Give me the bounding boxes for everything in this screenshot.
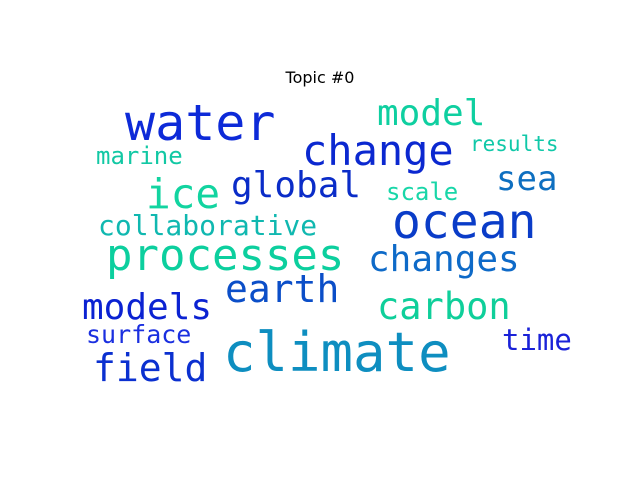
word-field: field	[93, 346, 208, 390]
word-changes: changes	[368, 239, 520, 280]
word-sea: sea	[496, 159, 558, 199]
word-cloud: water model change results marine sea gl…	[80, 93, 572, 390]
word-results: results	[470, 132, 559, 156]
word-processes: processes	[106, 230, 345, 281]
word-carbon: carbon	[377, 285, 511, 328]
word-marine: marine	[96, 142, 183, 170]
word-earth: earth	[225, 267, 340, 311]
word-ice: ice	[146, 170, 221, 218]
word-global: global	[231, 165, 362, 206]
plot-title: Topic #0	[285, 68, 355, 87]
word-ocean: ocean	[392, 194, 537, 250]
word-models: models	[82, 287, 213, 328]
word-collaborative: collaborative	[98, 209, 318, 242]
word-time: time	[502, 323, 572, 357]
word-scale: scale	[386, 178, 459, 206]
word-water: water	[125, 94, 276, 152]
word-model: model	[377, 93, 486, 134]
word-surface: surface	[86, 320, 192, 349]
word-climate: climate	[223, 321, 451, 384]
word-change: change	[302, 126, 454, 175]
